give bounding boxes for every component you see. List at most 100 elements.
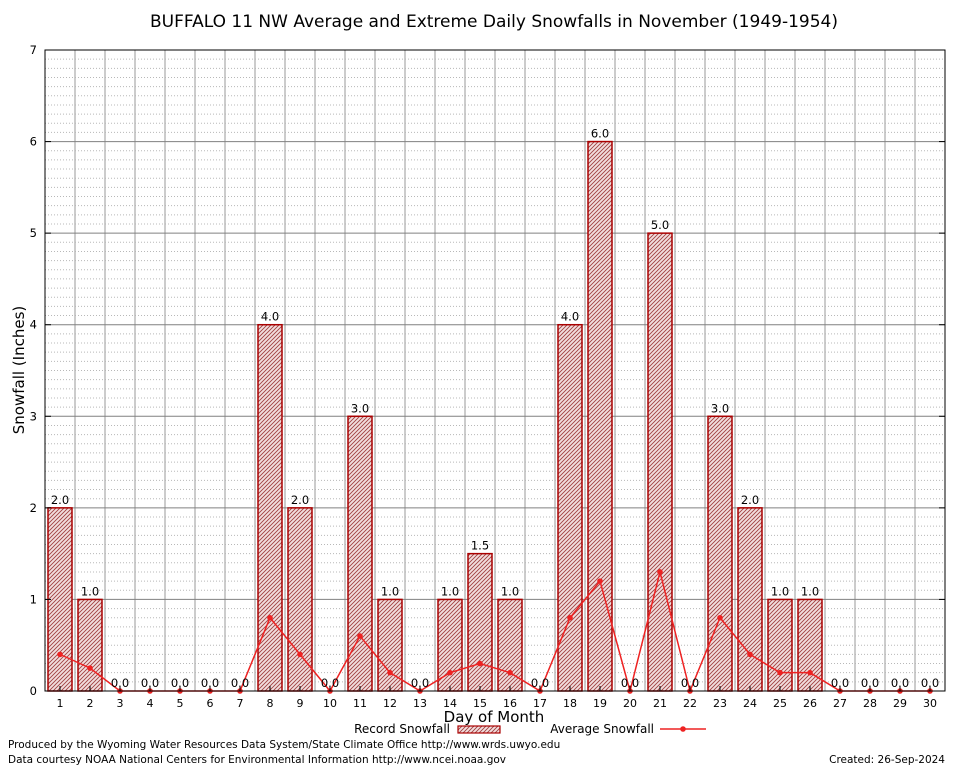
x-tick-label: 2: [87, 697, 94, 710]
bar-value-label: 0.0: [141, 676, 159, 690]
bar-value-label: 0.0: [531, 676, 549, 690]
x-tick-label: 27: [833, 697, 847, 710]
x-tick-label: 9: [297, 697, 304, 710]
x-tick-label: 18: [563, 697, 577, 710]
bar-value-label: 5.0: [651, 218, 669, 232]
bar-value-label: 0.0: [621, 676, 639, 690]
bar-value-label: 0.0: [891, 676, 909, 690]
x-tick-label: 30: [923, 697, 937, 710]
x-tick-label: 24: [743, 697, 757, 710]
y-tick-label: 1: [30, 592, 37, 606]
bar-value-label: 1.0: [81, 584, 99, 598]
bar-value-label: 4.0: [261, 310, 279, 324]
average-point-day-14: [447, 669, 453, 676]
record-bar-day-25: [767, 598, 793, 692]
bar-value-label: 0.0: [411, 676, 429, 690]
record-bar-day-21: [647, 232, 673, 692]
average-point-day-1: [57, 651, 63, 658]
record-bar-day-16: [497, 598, 523, 692]
legend-average-label: Average Snowfall: [550, 722, 654, 736]
footer-data-courtesy: Data courtesy NOAA National Centers for …: [8, 754, 506, 766]
average-point-day-26: [807, 669, 813, 676]
x-tick-label: 29: [893, 697, 907, 710]
x-tick-label: 14: [443, 697, 457, 710]
bar-value-label: 0.0: [861, 676, 879, 690]
average-point-day-2: [87, 665, 93, 671]
average-point-day-8: [267, 614, 273, 621]
average-point-day-23: [717, 614, 723, 621]
bar-value-labels: 2.0 1.0 0.0 0.0 0.0 0.0 0.0 4.0 2.0 0.0 3.0 1.0 0.0 1…: [51, 127, 939, 690]
plot-frame: [44, 49, 946, 692]
average-point-day-18: [567, 614, 573, 621]
chart-title: BUFFALO 11 NW Average and Extreme Daily …: [150, 12, 838, 32]
record-bar-day-23: [707, 415, 733, 692]
bar-value-label: 4.0: [561, 310, 579, 324]
record-bar-day-2: [77, 598, 103, 692]
x-tick-label: 25: [773, 697, 787, 710]
x-tick-label: 28: [863, 697, 877, 710]
bar-value-label: 3.0: [351, 401, 369, 415]
bar-value-label: 0.0: [321, 676, 339, 690]
y-tick-label: 5: [30, 226, 37, 240]
y-tick-label: 2: [30, 501, 37, 515]
record-bar-day-12: [377, 598, 403, 692]
bar-value-label: 6.0: [591, 127, 609, 141]
x-tick-label: 1: [57, 697, 64, 710]
grid: [45, 50, 945, 691]
x-tick-label: 15: [473, 697, 487, 710]
x-tick-label: 16: [503, 697, 517, 710]
average-point-day-21: [657, 569, 663, 575]
bar-value-label: 0.0: [681, 676, 699, 690]
x-tick-label: 5: [177, 697, 184, 710]
x-tick-label: 17: [533, 697, 547, 710]
x-tick-label: 13: [413, 697, 427, 710]
bar-value-label: 0.0: [201, 676, 219, 690]
legend: Record Snowfall Average Snowfall: [354, 722, 706, 736]
bar-value-label: 1.0: [771, 584, 789, 598]
x-axis-label: Day of Month: [444, 708, 545, 726]
bar-value-label: 0.0: [231, 676, 249, 690]
bar-value-label: 0.0: [921, 676, 939, 690]
x-tick-label: 8: [267, 697, 274, 710]
average-point-day-16: [507, 669, 513, 676]
bar-value-label: 2.0: [741, 493, 759, 507]
x-tick-label: 12: [383, 697, 397, 710]
bar-value-label: 2.0: [291, 493, 309, 507]
record-bar-day-8: [257, 323, 283, 692]
x-tick-label: 21: [653, 697, 667, 710]
y-tick-label: 3: [30, 409, 37, 423]
record-bar-day-18: [557, 323, 583, 692]
x-tick-label: 20: [623, 697, 637, 710]
x-tick-label: 23: [713, 697, 727, 710]
record-bar-day-26: [797, 598, 823, 692]
average-point-day-15: [477, 660, 483, 667]
footer-produced-by: Produced by the Wyoming Water Resources …: [8, 739, 560, 751]
record-bar-day-19: [587, 140, 613, 692]
x-tick-label: 7: [237, 697, 244, 710]
average-point-day-11: [357, 633, 363, 639]
y-tick-label: 6: [30, 135, 37, 149]
record-bar-day-15: [467, 552, 493, 692]
bar-value-label: 0.0: [171, 676, 189, 690]
x-tick-label: 4: [147, 697, 154, 710]
y-axis-label: Snowfall (Inches): [10, 306, 28, 434]
bar-value-label: 0.0: [111, 676, 129, 690]
y-tick-label: 0: [30, 684, 37, 698]
record-bar-day-1: [47, 507, 73, 692]
bar-value-label: 0.0: [831, 676, 849, 690]
x-tick-label: 19: [593, 697, 607, 710]
legend-record-swatch: [457, 725, 501, 734]
record-bar-day-11: [347, 415, 373, 692]
x-tick-label: 3: [117, 697, 124, 710]
x-tick-label: 22: [683, 697, 697, 710]
record-bars: [47, 140, 823, 692]
average-point-day-24: [747, 651, 753, 658]
legend-record-label: Record Snowfall: [354, 722, 450, 736]
average-point-day-19: [597, 578, 603, 584]
bar-value-label: 3.0: [711, 401, 729, 415]
bar-value-label: 1.0: [801, 584, 819, 598]
average-point-day-9: [297, 651, 303, 658]
